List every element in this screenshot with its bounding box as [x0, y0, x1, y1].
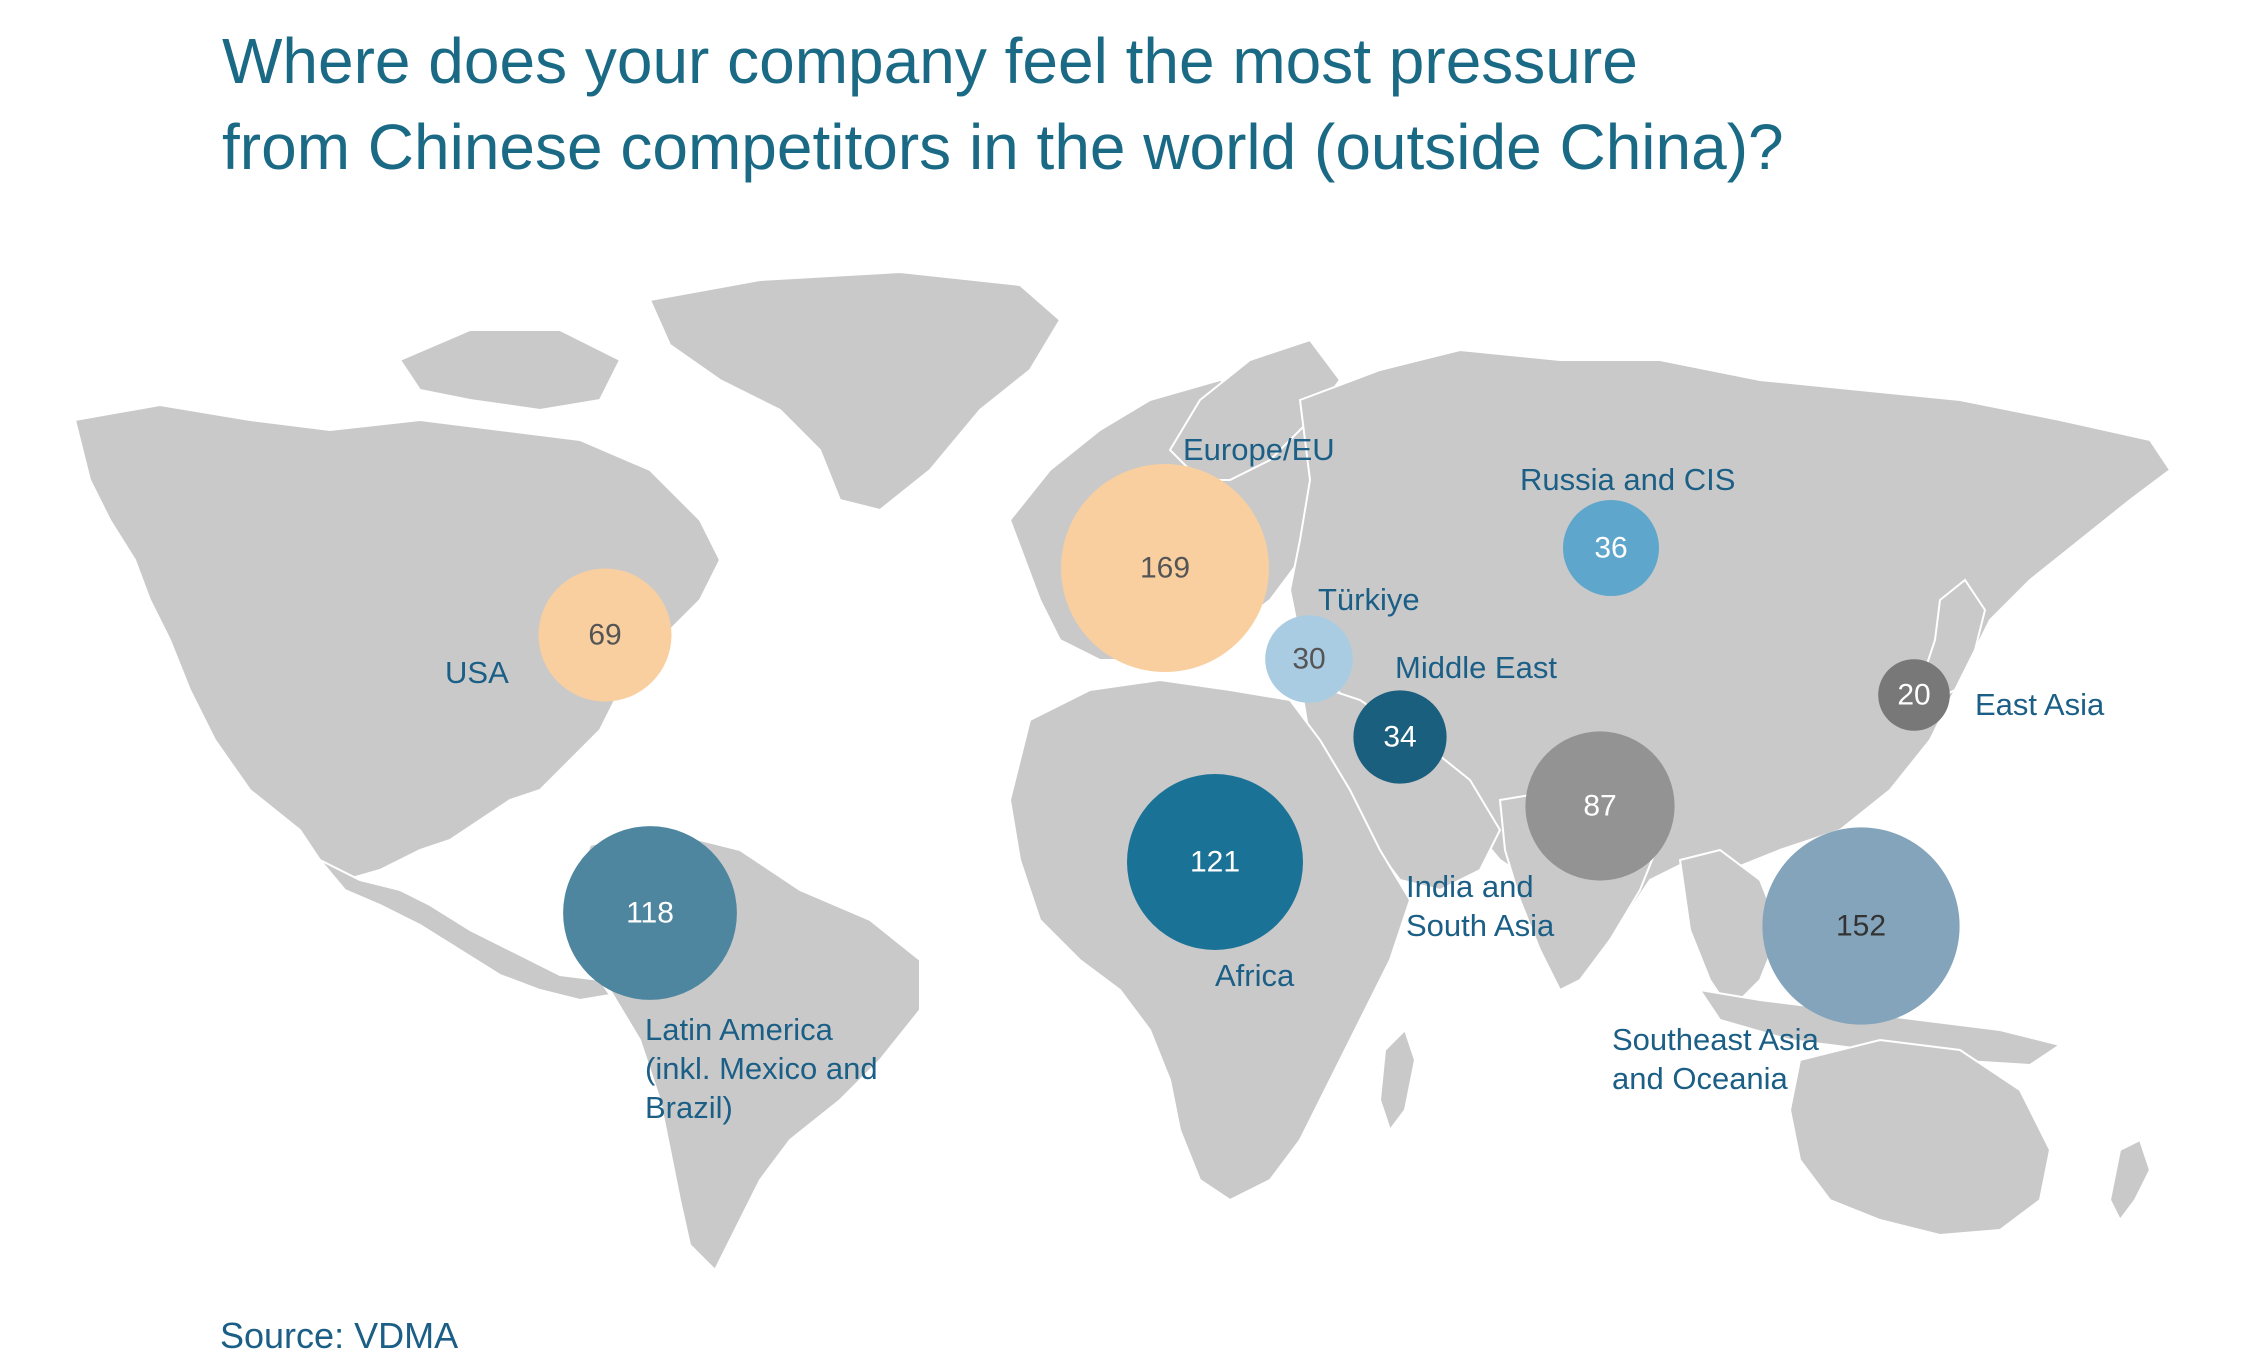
bubble-value-europe: 169 — [1140, 552, 1190, 585]
region-label-russia: Russia and CIS — [1520, 462, 1735, 497]
bubble-value-latam: 118 — [626, 897, 674, 930]
bubble-value-africa: 121 — [1190, 846, 1240, 879]
land-indochina — [1678, 848, 1782, 1012]
bubble-latam — [563, 826, 737, 1000]
land-north-america — [73, 403, 722, 882]
bubble-europe — [1061, 464, 1269, 672]
region-label-latam-line-2: (inkl. Mexico and — [645, 1051, 878, 1086]
land-central-america — [319, 859, 612, 1002]
bubble-sea — [1762, 827, 1960, 1025]
bubble-value-sea: 152 — [1836, 910, 1886, 943]
region-label-usa: USA — [445, 655, 509, 690]
bubble-turkiye — [1265, 615, 1353, 703]
bubble-africa — [1127, 774, 1303, 950]
region-label-africa: Africa — [1215, 958, 1295, 993]
bubble-usa — [538, 568, 672, 702]
region-label-sea-line-1: Southeast Asia — [1612, 1022, 1820, 1057]
region-label-latam-line-3: Brazil) — [645, 1090, 733, 1125]
source-note: Source: VDMA — [220, 1315, 459, 1356]
land-arctic-islands — [398, 329, 622, 412]
land-greenland — [648, 270, 1062, 512]
bubble-value-india: 87 — [1583, 790, 1616, 823]
bubble-india — [1525, 731, 1675, 881]
label-layer: USA Europe/EU Türkiye Russia and CIS Middle … — [445, 432, 2105, 1125]
region-label-middle-east: Middle East — [1395, 650, 1557, 685]
bubble-value-turkiye: 30 — [1292, 643, 1325, 676]
bubble-middle-east — [1353, 690, 1447, 784]
land-australia — [1788, 1038, 2052, 1237]
region-label-east-asia: East Asia — [1975, 687, 2105, 722]
region-label-india-line-1: India and — [1406, 869, 1534, 904]
land-masses — [73, 270, 2172, 1272]
bubble-east-asia — [1878, 659, 1950, 731]
bubble-russia — [1563, 500, 1659, 596]
land-madagascar — [1378, 1028, 1417, 1133]
region-label-sea-line-2: and Oceania — [1612, 1061, 1789, 1096]
chart-title: Where does your company feel the most pr… — [222, 18, 2122, 190]
region-label-india-line-2: South Asia — [1406, 908, 1555, 943]
land-new-zealand — [2108, 1138, 2152, 1222]
region-label-turkiye: Türkiye — [1318, 582, 1420, 617]
bubble-layer: 69 169 30 36 34 20 87 121 118 152 — [538, 464, 1960, 1025]
bubble-value-east-asia: 20 — [1897, 679, 1930, 712]
bubble-value-usa: 69 — [588, 619, 621, 652]
title-line-2: from Chinese competitors in the world (o… — [222, 111, 1784, 183]
bubble-value-middle-east: 34 — [1383, 721, 1416, 754]
land-japan — [1923, 578, 1987, 702]
title-line-1: Where does your company feel the most pr… — [222, 25, 1638, 97]
region-label-europe: Europe/EU — [1183, 432, 1335, 467]
bubble-value-russia: 36 — [1594, 532, 1627, 565]
region-label-latam-line-1: Latin America — [645, 1012, 834, 1047]
